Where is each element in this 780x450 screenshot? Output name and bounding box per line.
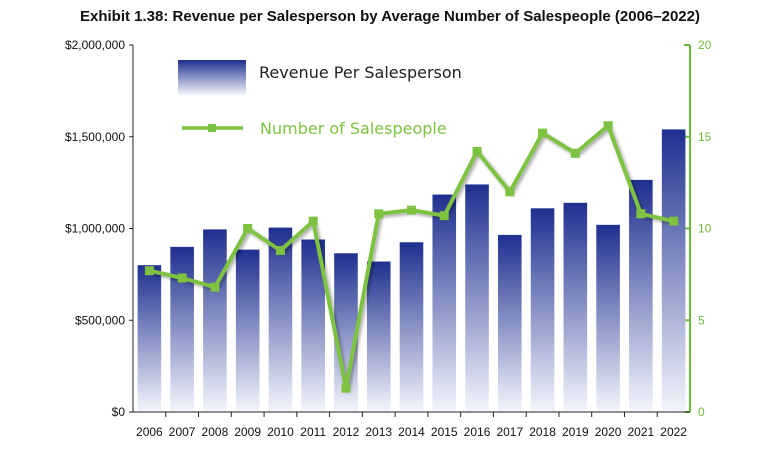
x-tick-label: 2016 [464, 425, 491, 439]
bar [497, 234, 522, 412]
line-point [374, 209, 384, 219]
bar [563, 202, 588, 412]
bar [530, 208, 555, 412]
line-point [341, 383, 351, 393]
left-tick-label: $1,000,000 [65, 222, 125, 236]
line-point [210, 282, 220, 292]
bar [399, 242, 424, 412]
bar [366, 261, 391, 412]
x-tick-label: 2019 [562, 425, 589, 439]
bar [203, 229, 227, 412]
x-tick-label: 2014 [398, 425, 425, 439]
line-point [538, 128, 548, 138]
bar-series [137, 129, 686, 412]
x-tick-label: 2012 [333, 425, 360, 439]
line-point [275, 246, 285, 256]
left-tick-label: $500,000 [75, 313, 125, 327]
x-tick-label: 2011 [300, 425, 326, 439]
x-tick-label: 2009 [234, 425, 261, 439]
left-tick-label: $1,500,000 [65, 130, 125, 144]
right-tick-label: 10 [698, 222, 712, 236]
line-point [636, 209, 646, 219]
x-tick-label: 2017 [496, 425, 523, 439]
x-tick-label: 2008 [202, 425, 229, 439]
x-tick-label: 2013 [365, 425, 392, 439]
line-point [439, 211, 449, 221]
bar [170, 246, 194, 412]
right-tick-label: 20 [698, 38, 712, 52]
x-tick-label: 2018 [529, 425, 556, 439]
line-point [603, 121, 613, 131]
line-point [570, 148, 580, 158]
x-tick-label: 2010 [267, 425, 294, 439]
line-point [144, 266, 154, 276]
bar [661, 129, 686, 412]
bar [235, 249, 260, 412]
right-tick-label: 0 [698, 405, 705, 419]
line-point [177, 273, 187, 283]
bar [465, 184, 489, 412]
line-point [472, 146, 482, 156]
legend-label-salespeople: Number of Salespeople [260, 119, 447, 138]
chart-title: Exhibit 1.38: Revenue per Salesperson by… [80, 8, 700, 25]
legend-swatch-marker [208, 124, 216, 132]
bar [301, 239, 326, 412]
line-point [407, 205, 416, 215]
bar [268, 227, 293, 412]
legend-swatch-revenue [178, 60, 246, 95]
legend-label-revenue: Revenue Per Salesperson [259, 63, 462, 82]
bar [629, 179, 653, 412]
x-tick-label: 2006 [136, 425, 163, 439]
x-tick-label: 2021 [628, 425, 655, 439]
x-tick-label: 2020 [595, 425, 622, 439]
line-point [505, 187, 515, 197]
line-point [308, 216, 318, 226]
x-tick-label: 2015 [431, 425, 458, 439]
bar [432, 194, 457, 412]
bar [137, 265, 162, 412]
legend: Revenue Per Salesperson Number of Salesp… [178, 60, 462, 138]
right-axis: 0 5 10 15 20 [684, 38, 712, 419]
right-tick-label: 15 [698, 130, 712, 144]
line-series [144, 121, 679, 393]
line-point [669, 216, 679, 226]
x-tick-label: 2007 [169, 425, 196, 439]
left-axis: $0 $500,000 $1,000,000 $1,500,000 $2,000,000 [65, 38, 134, 419]
x-tick-label: 2022 [660, 425, 687, 439]
bar [596, 224, 620, 412]
line-point [243, 224, 253, 233]
left-tick-label: $0 [112, 405, 126, 419]
bar [334, 253, 358, 412]
left-tick-label: $2,000,000 [65, 38, 125, 52]
right-tick-label: 5 [698, 313, 705, 327]
x-axis: 2006 2007 2008 2009 2010 2011 2012 2013 2014 2015… [133, 411, 690, 439]
